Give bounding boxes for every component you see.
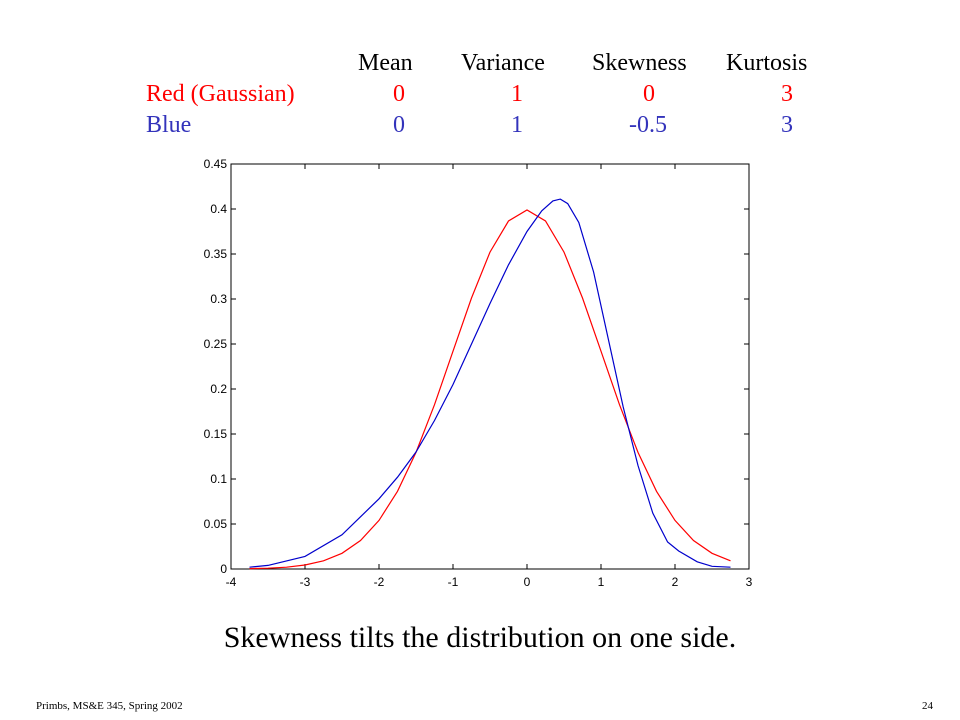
x-tick-label: 3 xyxy=(746,575,753,589)
x-tick-label: 0 xyxy=(524,575,531,589)
statistics-table: Mean Variance Skewness Kurtosis Red (Gau… xyxy=(0,0,960,150)
x-tick-label: -4 xyxy=(226,575,237,589)
red-mean: 0 xyxy=(393,81,405,107)
x-tick-label: -3 xyxy=(300,575,311,589)
red-variance: 1 xyxy=(511,81,523,107)
y-tick-label: 0.25 xyxy=(204,337,228,351)
blue-variance: 1 xyxy=(511,112,523,138)
caption: Skewness tilts the distribution on one s… xyxy=(223,621,737,654)
blue-skewness: -0.5 xyxy=(629,112,667,138)
red-kurtosis: 3 xyxy=(781,81,793,107)
footer-credit: Primbs, MS&E 345, Spring 2002 xyxy=(36,700,183,712)
y-tick-label: 0.15 xyxy=(204,427,228,441)
y-tick-label: 0.35 xyxy=(204,247,228,261)
header-variance: Variance xyxy=(461,50,545,76)
x-tick-label: 1 xyxy=(598,575,605,589)
y-tick-label: 0.2 xyxy=(210,382,227,396)
red-skewness: 0 xyxy=(643,81,655,107)
header-kurtosis: Kurtosis xyxy=(726,50,808,76)
axis-ticks: -4 -3 -2 -1 0 1 2 3 0 0.05 0.1 0.15 0.2 0.25 0.3 0.35 0.… xyxy=(204,157,753,589)
header-skewness: Skewness xyxy=(592,50,687,76)
row-label-blue: Blue xyxy=(146,112,192,138)
blue-skewed-line xyxy=(249,198,731,568)
blue-kurtosis: 3 xyxy=(781,112,793,138)
blue-mean: 0 xyxy=(393,112,405,138)
plot-frame xyxy=(230,163,750,570)
y-tick-label: 0.05 xyxy=(204,517,228,531)
header-mean: Mean xyxy=(358,50,413,76)
x-tick-label: -2 xyxy=(374,575,385,589)
red-gaussian-line xyxy=(249,209,731,570)
y-tick-label: 0.1 xyxy=(210,472,227,486)
y-tick-label: 0.4 xyxy=(210,202,227,216)
y-tick-label: 0.3 xyxy=(210,292,227,306)
y-tick-label: 0 xyxy=(220,562,227,576)
series-group xyxy=(249,198,731,570)
x-tick-label: -1 xyxy=(448,575,459,589)
row-label-red: Red (Gaussian) xyxy=(146,81,295,107)
x-tick-label: 2 xyxy=(672,575,679,589)
y-tick-label: 0.45 xyxy=(204,157,228,171)
page-number: 24 xyxy=(922,700,933,712)
